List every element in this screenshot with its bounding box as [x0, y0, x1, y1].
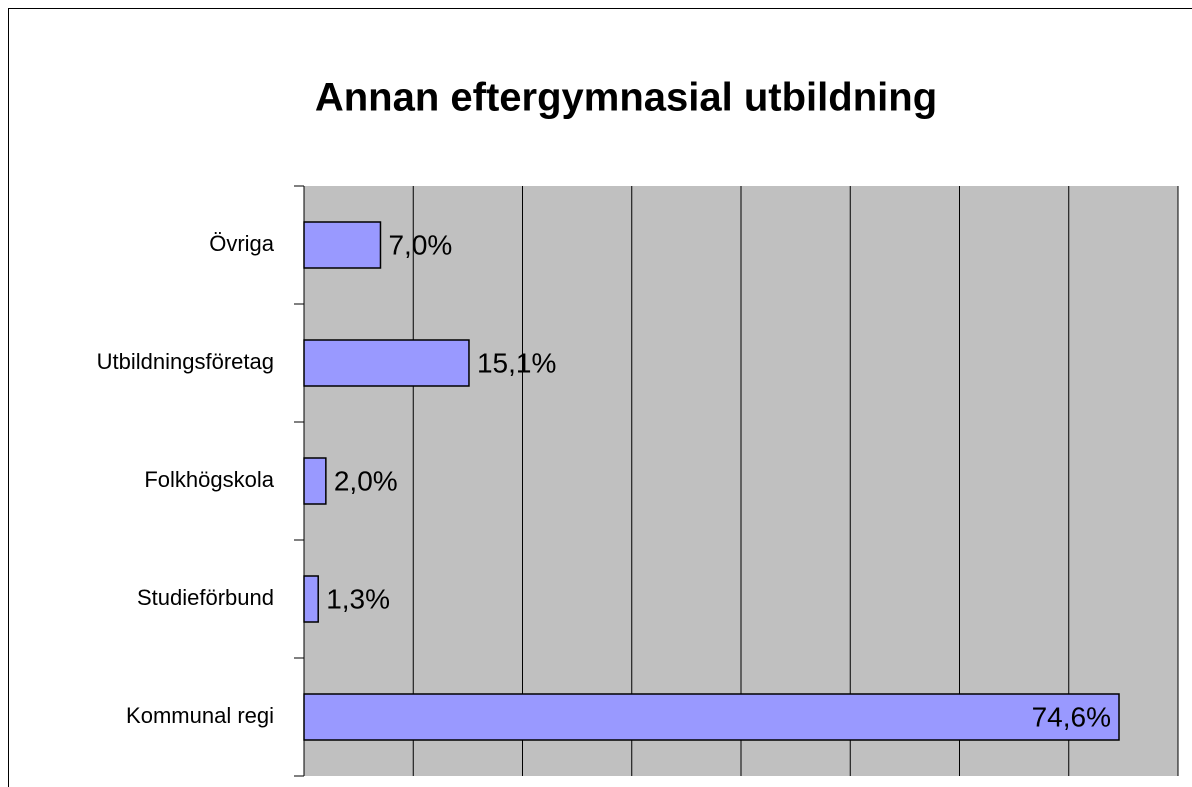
bar	[303, 457, 327, 505]
data-label: 7,0%	[388, 229, 452, 260]
y-tick-label: Övriga	[209, 231, 275, 256]
data-label: 15,1%	[477, 347, 556, 378]
bar	[303, 221, 382, 269]
data-label: 1,3%	[326, 583, 390, 614]
bar	[303, 339, 470, 387]
bar	[303, 693, 1120, 741]
data-label: 2,0%	[334, 465, 398, 496]
bar	[303, 575, 319, 623]
y-tick-label: Folkhögskola	[144, 467, 274, 492]
y-tick-label: Studieförbund	[137, 585, 274, 610]
data-label: 74,6%	[1032, 701, 1111, 732]
chart-title: Annan eftergymnasial utbildning	[315, 76, 937, 120]
y-tick-label: Kommunal regi	[126, 703, 274, 728]
y-tick-label: Utbildningsföretag	[97, 349, 274, 374]
